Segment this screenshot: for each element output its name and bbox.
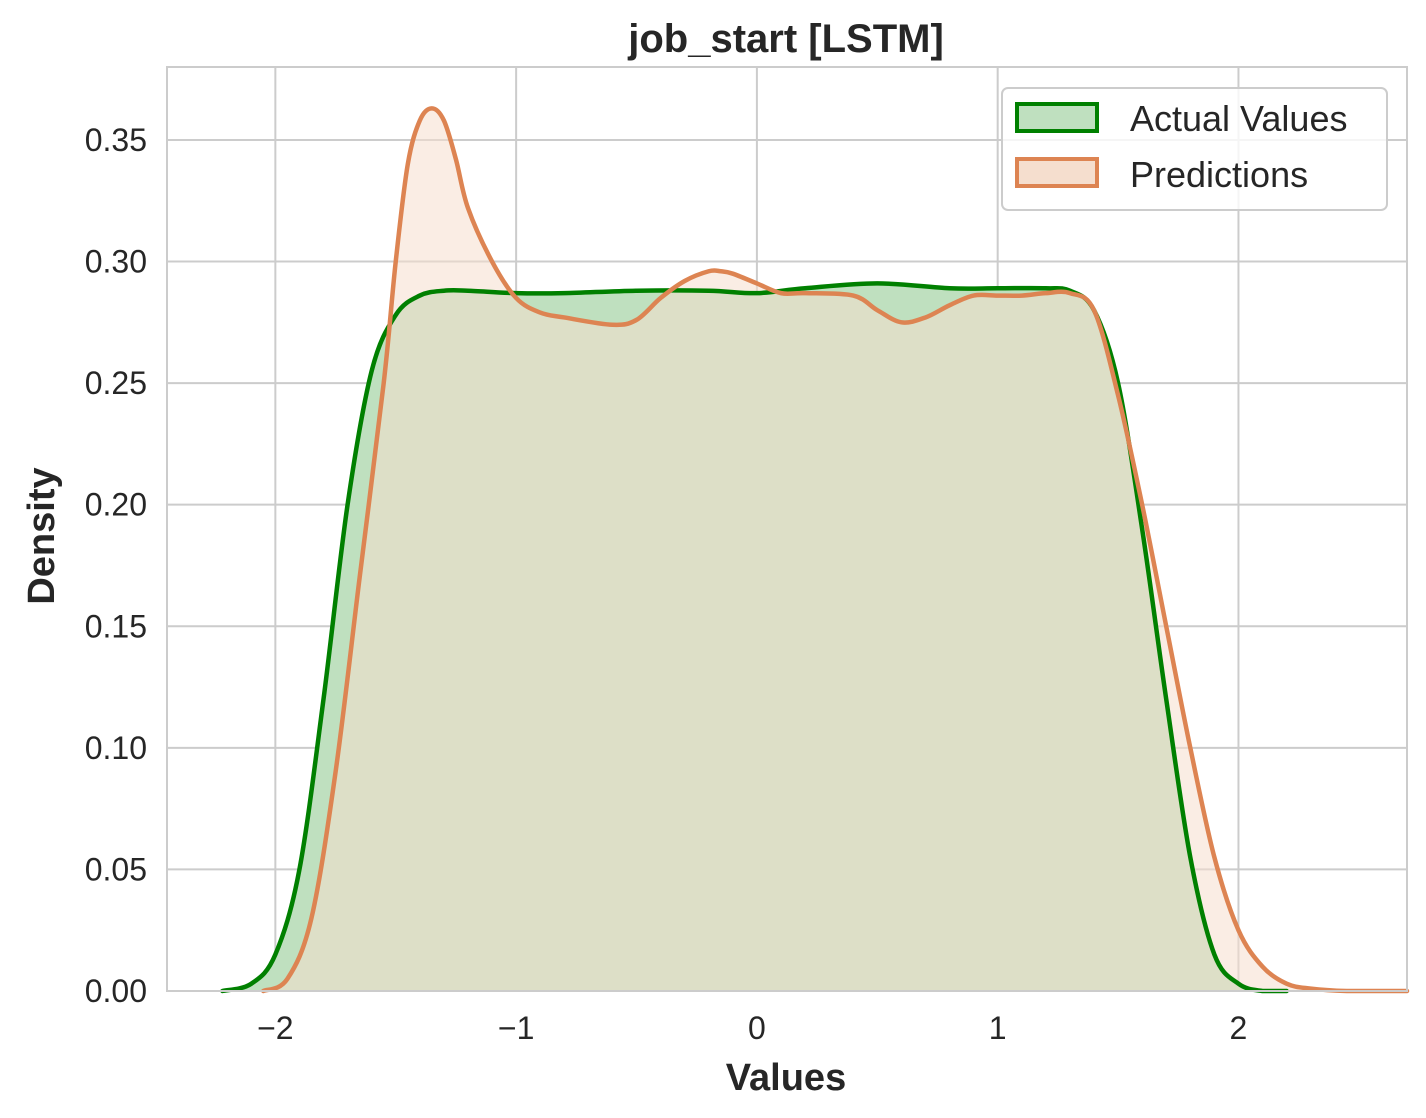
x-tick-label: 1 bbox=[989, 1010, 1007, 1046]
plot-frame bbox=[166, 66, 1408, 992]
y-axis-label: Density bbox=[21, 467, 63, 604]
y-tick-label: 0.10 bbox=[85, 730, 147, 766]
y-tick-label: 0.15 bbox=[85, 608, 147, 644]
x-axis-label: Values bbox=[726, 1057, 846, 1099]
y-tick-label: 0.00 bbox=[85, 973, 147, 1009]
x-tick-label: −1 bbox=[498, 1010, 534, 1046]
legend-label-predictions: Predictions bbox=[1130, 154, 1308, 195]
x-tick-label: 0 bbox=[748, 1010, 766, 1046]
y-tick-label: 0.05 bbox=[85, 851, 147, 887]
density-line-actual-values bbox=[220, 281, 1289, 994]
density-lines bbox=[220, 106, 1410, 994]
y-tick-label: 0.25 bbox=[85, 365, 147, 401]
x-tick-label: 2 bbox=[1230, 1010, 1248, 1046]
legend: Actual Values Predictions bbox=[1001, 87, 1388, 211]
y-tick-label: 0.30 bbox=[85, 244, 147, 280]
legend-swatch-actual-values bbox=[1015, 102, 1099, 133]
x-tick-label: −2 bbox=[257, 1010, 293, 1046]
chart-title: job_start [LSTM] bbox=[627, 17, 944, 61]
legend-label-actual-values: Actual Values bbox=[1130, 98, 1347, 139]
x-tick-labels: −2 −1 0 1 2 bbox=[257, 1010, 1247, 1046]
y-tick-labels: 0.00 0.05 0.10 0.15 0.20 0.25 0.30 0.35 bbox=[85, 122, 147, 1009]
density-areas bbox=[222, 108, 1407, 992]
density-area-predictions bbox=[263, 108, 1407, 992]
y-tick-label: 0.20 bbox=[85, 487, 147, 523]
legend-swatch-predictions bbox=[1015, 157, 1099, 188]
density-line-predictions bbox=[261, 106, 1410, 994]
y-tick-label: 0.35 bbox=[85, 122, 147, 158]
